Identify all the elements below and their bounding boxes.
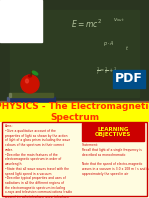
Text: $v_{out}$: $v_{out}$	[113, 16, 125, 24]
Bar	[0, 101, 149, 111]
Text: $E=mc^2$: $E=mc^2$	[71, 18, 102, 30]
Text: Statement:
Recall that light of a single frequency is
described as monochromatic: Statement: Recall that light of a single…	[82, 143, 149, 175]
Text: Aims:
•Give a qualitative account of the
properties of light as shown by the act: Aims: •Give a qualitative account of the…	[5, 124, 72, 198]
Bar	[7, 97, 55, 102]
Bar	[8, 106, 54, 111]
Text: $\frac{1}{f}=\frac{1}{v}+\frac{1}{u}$: $\frac{1}{f}=\frac{1}{v}+\frac{1}{u}$	[96, 66, 118, 77]
Ellipse shape	[32, 71, 38, 75]
Bar	[0, 103, 149, 121]
Text: LEARNING
OBJECTIVES: LEARNING OBJECTIVES	[95, 127, 131, 137]
Bar	[2, 122, 147, 196]
Bar	[9, 93, 11, 97]
Bar	[0, 121, 149, 198]
Bar	[0, 0, 42, 42]
Bar	[10, 10, 139, 97]
Bar	[6, 102, 56, 106]
Bar	[0, 0, 149, 102]
Bar	[113, 70, 145, 88]
Ellipse shape	[28, 75, 31, 77]
Ellipse shape	[21, 75, 39, 93]
Text: $t$: $t$	[125, 44, 129, 51]
Bar	[6, 102, 8, 106]
Text: $p\cdot A$: $p\cdot A$	[103, 39, 115, 48]
Ellipse shape	[25, 79, 28, 83]
Bar	[7, 97, 9, 102]
Bar	[82, 123, 144, 141]
Text: PHYSICS - The Electromagnetic
Spectrum: PHYSICS - The Electromagnetic Spectrum	[0, 102, 149, 122]
Bar	[8, 106, 10, 111]
Text: PDF: PDF	[115, 72, 143, 86]
Bar	[9, 93, 53, 97]
